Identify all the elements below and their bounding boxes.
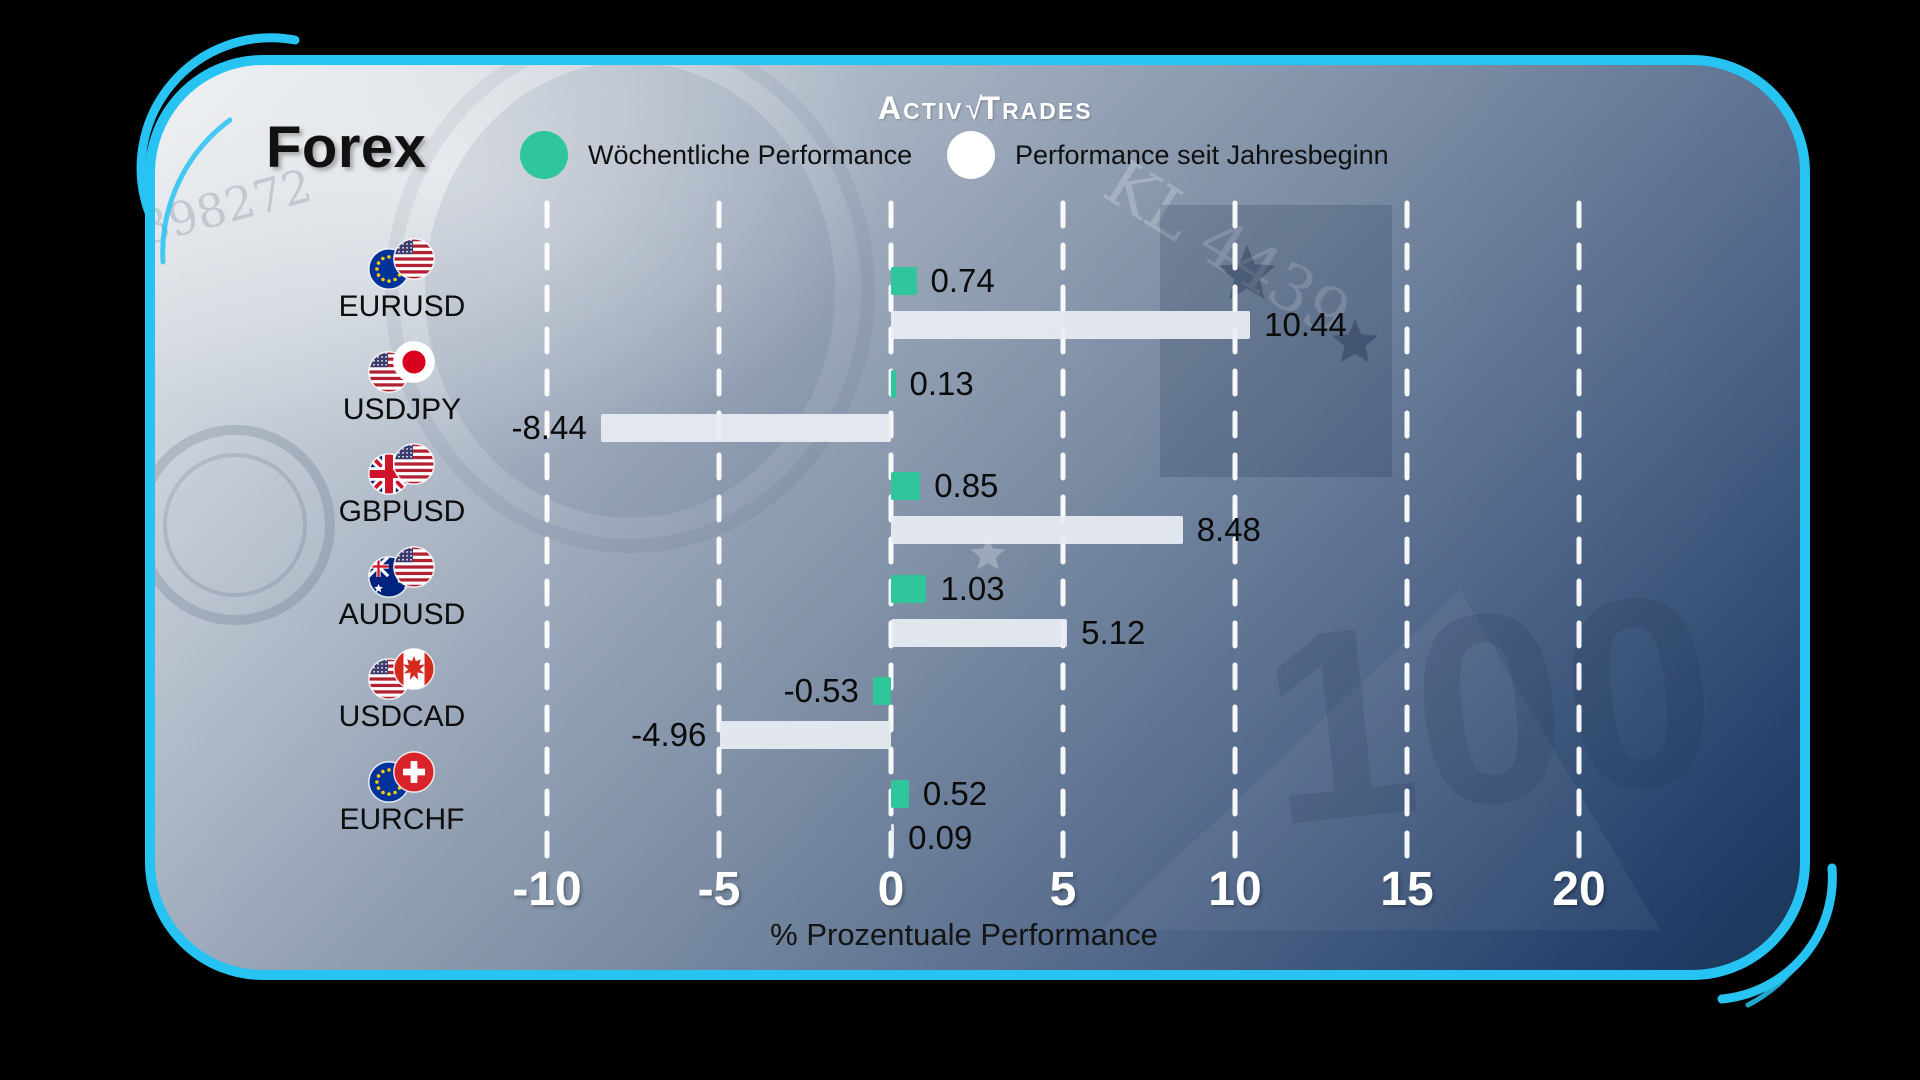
weekly-bar-usdcad: [872, 677, 891, 705]
x-axis-tick: 15: [1380, 863, 1434, 916]
legend-weekly-label: Wöchentliche Performance: [588, 139, 913, 170]
ytd-bar-usdcad: [720, 721, 891, 749]
logo-text-ctiv: CTIV: [903, 98, 964, 124]
legend-ytd-dot: [947, 131, 995, 179]
ytd-bar-audusd: [891, 618, 1068, 647]
x-axis-tick: -10: [512, 863, 582, 916]
x-axis-tick: -5: [697, 863, 741, 916]
weekly-bar-audusd: [891, 574, 927, 603]
legend-item-weekly: Wöchentliche Performance: [520, 129, 912, 181]
currency-pair-label-eurusd: EURUSD: [338, 290, 466, 323]
bar-value: -4.96: [631, 716, 707, 753]
logo-text-rades: RADES: [1002, 98, 1093, 124]
ytd-bar-gbpusd: [891, 516, 1183, 544]
flag-au-icon: [368, 555, 410, 598]
currency-pair-flags-usdjpy: [368, 340, 438, 393]
x-axis-tick: 0: [877, 863, 905, 916]
bar-value: 0.74: [930, 262, 995, 299]
x-axis-tick: 5: [1049, 863, 1077, 916]
currency-pair-flags-eurusd: [368, 238, 438, 290]
logo-check-icon: √: [965, 91, 985, 126]
flag-ca-icon: [393, 648, 435, 690]
bar-value: 0.52: [922, 774, 988, 812]
legend-weekly-dot: [520, 131, 568, 179]
legend-ytd-label: Performance seit Jahresbeginn: [1015, 139, 1389, 170]
x-axis-tick: 10: [1208, 863, 1262, 916]
activtrades-logo: A CTIV √ T RADES: [878, 90, 1093, 127]
bar-value: 1.03: [940, 569, 1005, 607]
bar-value: 8.48: [1196, 511, 1261, 548]
x-axis-tick: 20: [1552, 863, 1606, 916]
flag-jp-icon: [393, 340, 435, 383]
currency-pair-flags-usdcad: [368, 648, 438, 700]
logo-letter-a: A: [878, 90, 904, 126]
currency-pair-label-usdjpy: USDJPY: [342, 392, 462, 426]
bar-value: -8.44: [511, 408, 587, 446]
x-axis-title: % Prozentuale Performance: [770, 917, 1158, 952]
currency-pair-label-usdcad: USDCAD: [338, 700, 466, 733]
weekly-bar-gbpusd: [891, 472, 921, 500]
logo-letter-t: T: [980, 90, 1003, 126]
bar-value: 10.44: [1264, 306, 1347, 343]
flag-us-icon: [393, 545, 435, 588]
currency-pair-flags-gbpusd: [368, 443, 438, 495]
flag-us-icon: [393, 238, 435, 280]
currency-pair-label-eurchf: EURCHF: [339, 802, 465, 836]
currency-pair-label-audusd: AUDUSD: [338, 597, 466, 631]
currency-pair-label-gbpusd: GBPUSD: [338, 495, 466, 528]
weekly-bar-eurchf: [891, 779, 909, 808]
ytd-bar-eurchf: [891, 823, 895, 852]
ytd-bar-usdjpy: [600, 413, 891, 442]
bar-value: 5.12: [1081, 613, 1146, 651]
ytd-bar-eurusd: [891, 311, 1251, 339]
bar-value: 0.09: [908, 818, 973, 856]
flag-ch-icon: [393, 750, 435, 793]
weekly-bar-eurusd: [891, 267, 917, 295]
bar-value: 0.85: [934, 467, 999, 504]
bar-value: -0.53: [783, 672, 859, 709]
weekly-bar-usdjpy: [891, 369, 896, 398]
currency-pair-flags-eurchf: [368, 750, 438, 803]
bar-value: 0.13: [909, 364, 974, 402]
flag-us-icon: [393, 443, 435, 485]
legend-item-ytd: Performance seit Jahresbeginn: [947, 129, 1389, 181]
page-title: Forex: [266, 115, 427, 180]
currency-pair-flags-audusd: [368, 545, 438, 598]
